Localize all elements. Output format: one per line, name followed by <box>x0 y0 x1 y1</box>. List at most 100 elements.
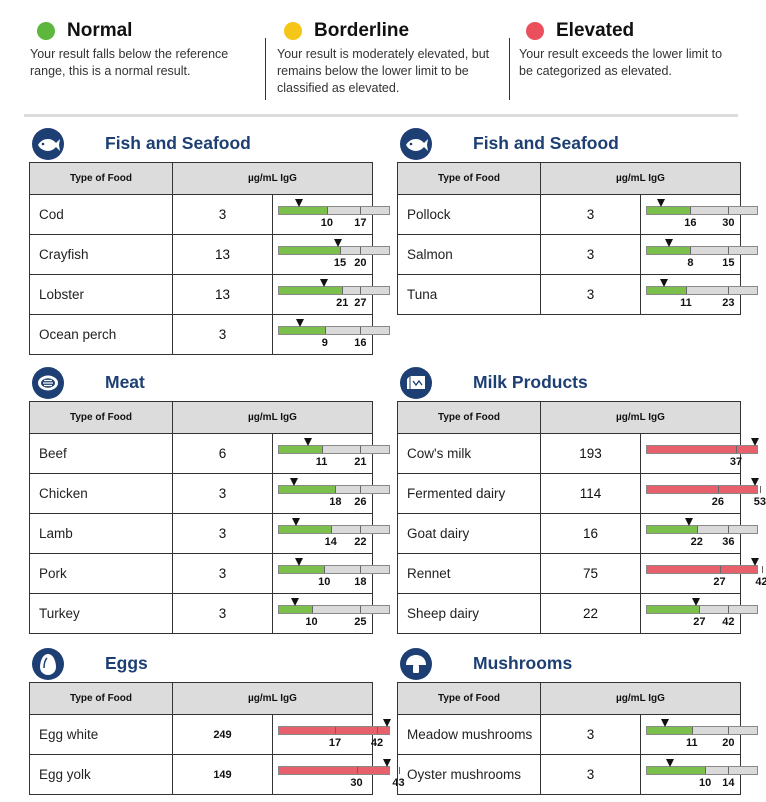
result-gauge <box>278 239 390 255</box>
result-marker-icon <box>751 438 759 446</box>
gauge-fill <box>647 767 706 774</box>
column-header-unit: µg/mL IgG <box>540 162 741 195</box>
result-value: 22 <box>540 593 641 634</box>
result-gauge <box>646 719 758 735</box>
threshold-upper-label: 23 <box>722 297 735 309</box>
gauge-tick-lower <box>321 446 323 453</box>
gauge-fill <box>279 566 325 573</box>
result-gauge-cell: 16 30 <box>640 194 758 235</box>
result-value: 3 <box>172 194 273 235</box>
elevated-status-dot-icon <box>526 22 544 40</box>
result-gauge <box>646 438 759 454</box>
gauge-fill <box>647 566 757 573</box>
table-header-row: Type of Food µg/mL IgG <box>397 682 741 715</box>
section-title: Meat <box>105 372 145 392</box>
threshold-upper-label: 20 <box>722 737 735 749</box>
food-name: Rennet <box>397 553 541 594</box>
threshold-lower-label: 17 <box>328 737 342 749</box>
result-value: 6 <box>172 433 273 474</box>
result-gauge <box>278 558 390 574</box>
table-header-row: Type of Food µg/mL IgG <box>397 162 741 195</box>
result-gauge-cell: 22 36 <box>640 513 758 554</box>
food-table: Type of Food µg/mL IgG Cod 3 10 17 Crayfish 13 1… <box>29 162 390 355</box>
result-gauge <box>646 598 758 614</box>
result-marker-icon <box>383 719 391 727</box>
result-marker-icon <box>665 239 674 247</box>
result-gauge-cell: 11 23 <box>640 274 758 315</box>
threshold-lower-label: 14 <box>324 536 337 548</box>
header-divider <box>24 114 738 117</box>
threshold-upper-label: 14 <box>722 777 735 789</box>
result-marker-icon <box>691 598 700 606</box>
legend-title: Borderline <box>314 20 410 41</box>
result-marker-icon <box>304 438 313 446</box>
threshold-lower-label: 10 <box>699 777 712 789</box>
gauge-tick-upper <box>377 727 379 734</box>
threshold-lower-label: 10 <box>318 576 331 588</box>
result-gauge <box>646 239 758 255</box>
result-value: 13 <box>172 274 273 315</box>
food-name: Goat dairy <box>397 513 541 554</box>
result-gauge <box>278 478 390 494</box>
gauge-tick-lower <box>324 327 326 334</box>
fish-icon <box>32 128 64 160</box>
table-row: Chicken 3 18 26 <box>29 473 390 514</box>
gauge-fill <box>279 247 341 254</box>
gauge-tick-upper <box>728 526 730 533</box>
section-header: Fish and Seafood <box>29 128 372 160</box>
gauge-tick-upper <box>759 486 761 493</box>
threshold-lower-label: 22 <box>690 536 703 548</box>
result-gauge <box>278 199 390 215</box>
result-gauge-cell: 10 17 <box>272 194 390 235</box>
result-gauge-cell: 10 18 <box>272 553 390 594</box>
table-row: Turkey 3 10 25 <box>29 593 390 634</box>
result-marker-icon <box>296 319 305 327</box>
result-gauge <box>278 438 390 454</box>
column-header-food: Type of Food <box>29 682 173 715</box>
column-header-food: Type of Food <box>29 401 173 434</box>
table-row: Crayfish 13 15 20 <box>29 234 390 275</box>
food-name: Oyster mushrooms <box>397 754 541 795</box>
result-value: 75 <box>540 553 641 594</box>
food-name: Crayfish <box>29 234 173 275</box>
section-header: Eggs <box>29 648 372 680</box>
legend-description: Your result falls below the reference ra… <box>30 47 229 78</box>
table-row: Ocean perch 3 9 16 <box>29 314 390 355</box>
result-gauge-cell: 11 20 <box>640 714 758 755</box>
fish-icon <box>400 128 432 160</box>
column-header-unit: µg/mL IgG <box>172 401 373 434</box>
result-gauge-cell: 8 15 <box>640 234 758 275</box>
table-header-row: Type of Food µg/mL IgG <box>397 401 741 434</box>
column-header-unit: µg/mL IgG <box>540 682 741 715</box>
result-gauge <box>278 598 390 614</box>
result-marker-icon <box>292 518 301 526</box>
gauge-tick-lower <box>691 727 693 734</box>
result-gauge-cell: 10 14 <box>640 754 758 795</box>
result-value: 249 <box>172 714 273 755</box>
legend-borderline: Borderline Your result is moderately ele… <box>277 18 502 97</box>
table-row: Rennet 75 27 42 <box>397 553 766 594</box>
column-header-food: Type of Food <box>397 162 541 195</box>
gauge-fill <box>647 526 697 533</box>
section-eggs: Eggs Type of Food µg/mL IgG Egg white 249 17 4… <box>29 648 405 795</box>
food-name: Fermented dairy <box>397 473 541 514</box>
threshold-lower-label: 9 <box>321 337 328 349</box>
gauge-tick-upper <box>360 446 362 453</box>
legend-title: Normal <box>67 20 133 41</box>
result-value: 114 <box>540 473 641 514</box>
result-marker-icon <box>666 759 675 767</box>
food-name: Turkey <box>29 593 173 634</box>
threshold-upper-label: 42 <box>722 616 735 628</box>
milk-carton-icon <box>400 367 432 399</box>
food-name: Cow's milk <box>397 433 541 474</box>
result-marker-icon <box>659 279 668 287</box>
section-title: Mushrooms <box>473 653 573 673</box>
result-value: 3 <box>172 314 273 355</box>
section-header: Fish and Seafood <box>397 128 740 160</box>
threshold-lower-label: 37 <box>729 456 743 468</box>
food-name: Lobster <box>29 274 173 315</box>
table-row: Beef 6 11 21 <box>29 433 390 474</box>
table-row: Sheep dairy 22 27 42 <box>397 593 758 634</box>
column-header-unit: µg/mL IgG <box>172 162 373 195</box>
